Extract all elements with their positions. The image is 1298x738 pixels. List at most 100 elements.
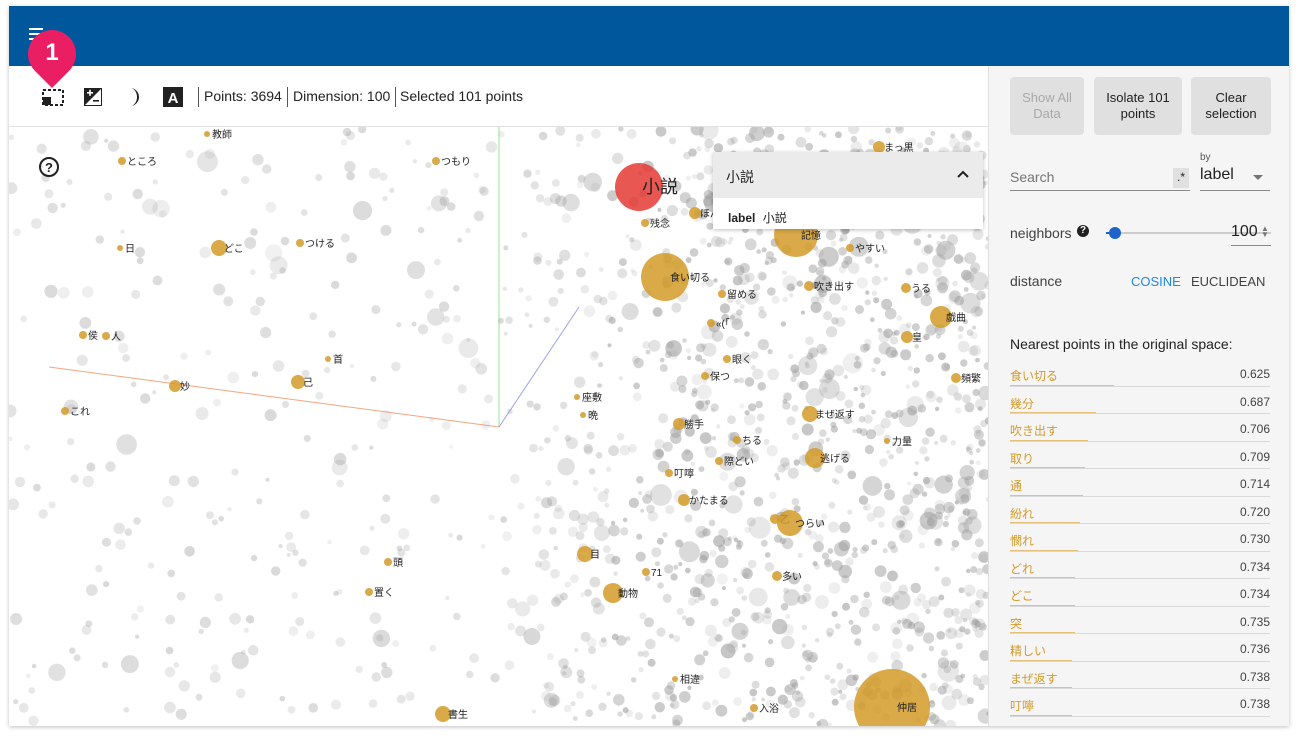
label-toggle-icon[interactable]: A: [163, 87, 183, 107]
nearest-point-word[interactable]: 突: [1010, 616, 1023, 631]
nearest-point-row[interactable]: 吹き出す 0.706: [1010, 416, 1270, 444]
nearest-point-row[interactable]: まぜ返す 0.738: [1010, 664, 1270, 692]
neighbor-point[interactable]: [169, 380, 181, 392]
nearest-point-word[interactable]: 食い切る: [1010, 369, 1059, 383]
neighbor-point[interactable]: [901, 283, 911, 293]
nearest-point-row[interactable]: どれ 0.734: [1010, 554, 1270, 582]
neighbor-point[interactable]: [802, 406, 818, 422]
neighbor-point[interactable]: [665, 469, 673, 477]
neighbor-point[interactable]: [641, 253, 689, 301]
neighbor-point[interactable]: [603, 583, 623, 603]
neighbors-slider-knob[interactable]: [1109, 227, 1121, 239]
spinner-icon[interactable]: ▲ ▼: [1261, 224, 1269, 239]
neighbor-point[interactable]: [854, 669, 930, 726]
neighbor-point[interactable]: [884, 438, 890, 444]
nearest-point-row[interactable]: どこ 0.734: [1010, 581, 1270, 609]
neighbor-point[interactable]: [118, 157, 126, 165]
neighbor-point[interactable]: [715, 457, 723, 465]
point-label: まっ黒: [884, 142, 914, 154]
neighbor-point[interactable]: [642, 568, 650, 576]
nearest-point-row[interactable]: 幾分 0.687: [1010, 389, 1270, 417]
neighbor-point[interactable]: [951, 373, 961, 383]
nearest-point-row[interactable]: 通 0.714: [1010, 471, 1270, 499]
neighbor-point[interactable]: [718, 290, 726, 298]
data-point: [685, 175, 691, 181]
neighbor-point[interactable]: [689, 207, 701, 219]
show-all-data-button[interactable]: Show All Data: [1010, 77, 1084, 135]
neighbor-point[interactable]: [79, 331, 87, 339]
nearest-point-word[interactable]: まぜ返す: [1010, 671, 1058, 686]
neighbor-point[interactable]: [117, 245, 123, 251]
neighbor-point[interactable]: [805, 448, 825, 468]
nearest-point-word[interactable]: 紛れ: [1010, 506, 1035, 521]
nearest-point-row[interactable]: 突 0.735: [1010, 609, 1270, 637]
neighbor-point[interactable]: [672, 676, 678, 682]
nearest-point-word[interactable]: 叮嚀: [1010, 699, 1035, 713]
neighbor-point[interactable]: [901, 331, 913, 343]
search-by-select[interactable]: label: [1200, 166, 1234, 183]
dropdown-arrow-icon[interactable]: [1253, 175, 1263, 180]
neighbor-point[interactable]: [701, 372, 709, 380]
neighbor-point[interactable]: [873, 141, 885, 153]
euclidean-option[interactable]: EUCLIDEAN: [1191, 274, 1266, 289]
cosine-option[interactable]: COSINE: [1131, 274, 1181, 289]
nearest-point-word[interactable]: 取り: [1010, 451, 1035, 466]
nearest-point-row[interactable]: 精しい 0.736: [1010, 636, 1270, 664]
neighbor-point[interactable]: [772, 571, 782, 581]
neighbor-point[interactable]: [574, 394, 580, 400]
neighbor-point[interactable]: [325, 356, 331, 362]
neighbor-point[interactable]: [641, 219, 649, 227]
neighbor-point[interactable]: [365, 588, 373, 596]
data-point: [38, 509, 48, 519]
clear-selection-button[interactable]: Clear selection: [1191, 77, 1271, 135]
neighbor-point[interactable]: [211, 240, 227, 256]
neighbor-point[interactable]: [750, 704, 758, 712]
neighbor-point[interactable]: [577, 546, 593, 562]
nearest-point-word[interactable]: 幾分: [1010, 396, 1035, 411]
nearest-point-word[interactable]: どこ: [1010, 589, 1034, 603]
nearest-point-row[interactable]: 紛れ 0.720: [1010, 499, 1270, 527]
card-header[interactable]: 小説: [713, 152, 983, 198]
chevron-up-icon[interactable]: [956, 167, 970, 181]
night-mode-toggle-icon[interactable]: [83, 87, 103, 107]
nearest-point-word[interactable]: 通: [1010, 479, 1023, 493]
neighbor-point[interactable]: [435, 706, 451, 722]
nearest-point-word[interactable]: 精しい: [1010, 644, 1047, 658]
neighbor-point[interactable]: [777, 510, 803, 536]
selection-box-icon[interactable]: [42, 87, 64, 107]
nearest-point-row[interactable]: 取り 0.709: [1010, 444, 1270, 472]
neighbor-point[interactable]: [678, 494, 690, 506]
nearest-point-row[interactable]: 憫れ 0.730: [1010, 526, 1270, 554]
neighbor-point[interactable]: [723, 355, 731, 363]
neighbor-point[interactable]: [102, 332, 110, 340]
nearest-point-word[interactable]: 憫れ: [1010, 534, 1035, 548]
neighbor-point[interactable]: [61, 407, 69, 415]
dark-mode-moon-icon[interactable]: [123, 87, 143, 107]
neighbor-point[interactable]: [384, 558, 392, 566]
neighbor-point[interactable]: [432, 157, 440, 165]
nearest-point-word[interactable]: 吹き出す: [1010, 424, 1059, 438]
nearest-point-word[interactable]: どれ: [1010, 561, 1035, 576]
neighbor-point[interactable]: [296, 239, 304, 247]
neighbor-point[interactable]: [846, 244, 854, 252]
neighbor-point[interactable]: [291, 375, 305, 389]
neighbor-point[interactable]: [804, 281, 814, 291]
neighbor-point[interactable]: [930, 306, 952, 328]
selected-point[interactable]: [615, 163, 663, 211]
nearest-point-row[interactable]: 食い切る 0.625: [1010, 361, 1270, 389]
neighbors-input[interactable]: 100: [1231, 223, 1258, 240]
nearest-point-row[interactable]: 叮嚀 0.738: [1010, 691, 1270, 719]
neighbor-point[interactable]: [707, 319, 715, 327]
help-icon[interactable]: ?: [39, 157, 59, 177]
neighbors-slider-track[interactable]: [1106, 232, 1271, 234]
data-point: [617, 711, 623, 717]
regex-toggle[interactable]: .*: [1173, 168, 1189, 188]
isolate-points-button[interactable]: Isolate 101 points: [1094, 77, 1182, 135]
neighbor-point[interactable]: [673, 418, 685, 430]
help-icon[interactable]: ?: [1077, 225, 1089, 237]
neighbor-point[interactable]: [580, 412, 586, 418]
neighbor-point[interactable]: [733, 436, 741, 444]
neighbor-point[interactable]: [204, 131, 210, 137]
search-input[interactable]: Search: [1010, 169, 1055, 185]
